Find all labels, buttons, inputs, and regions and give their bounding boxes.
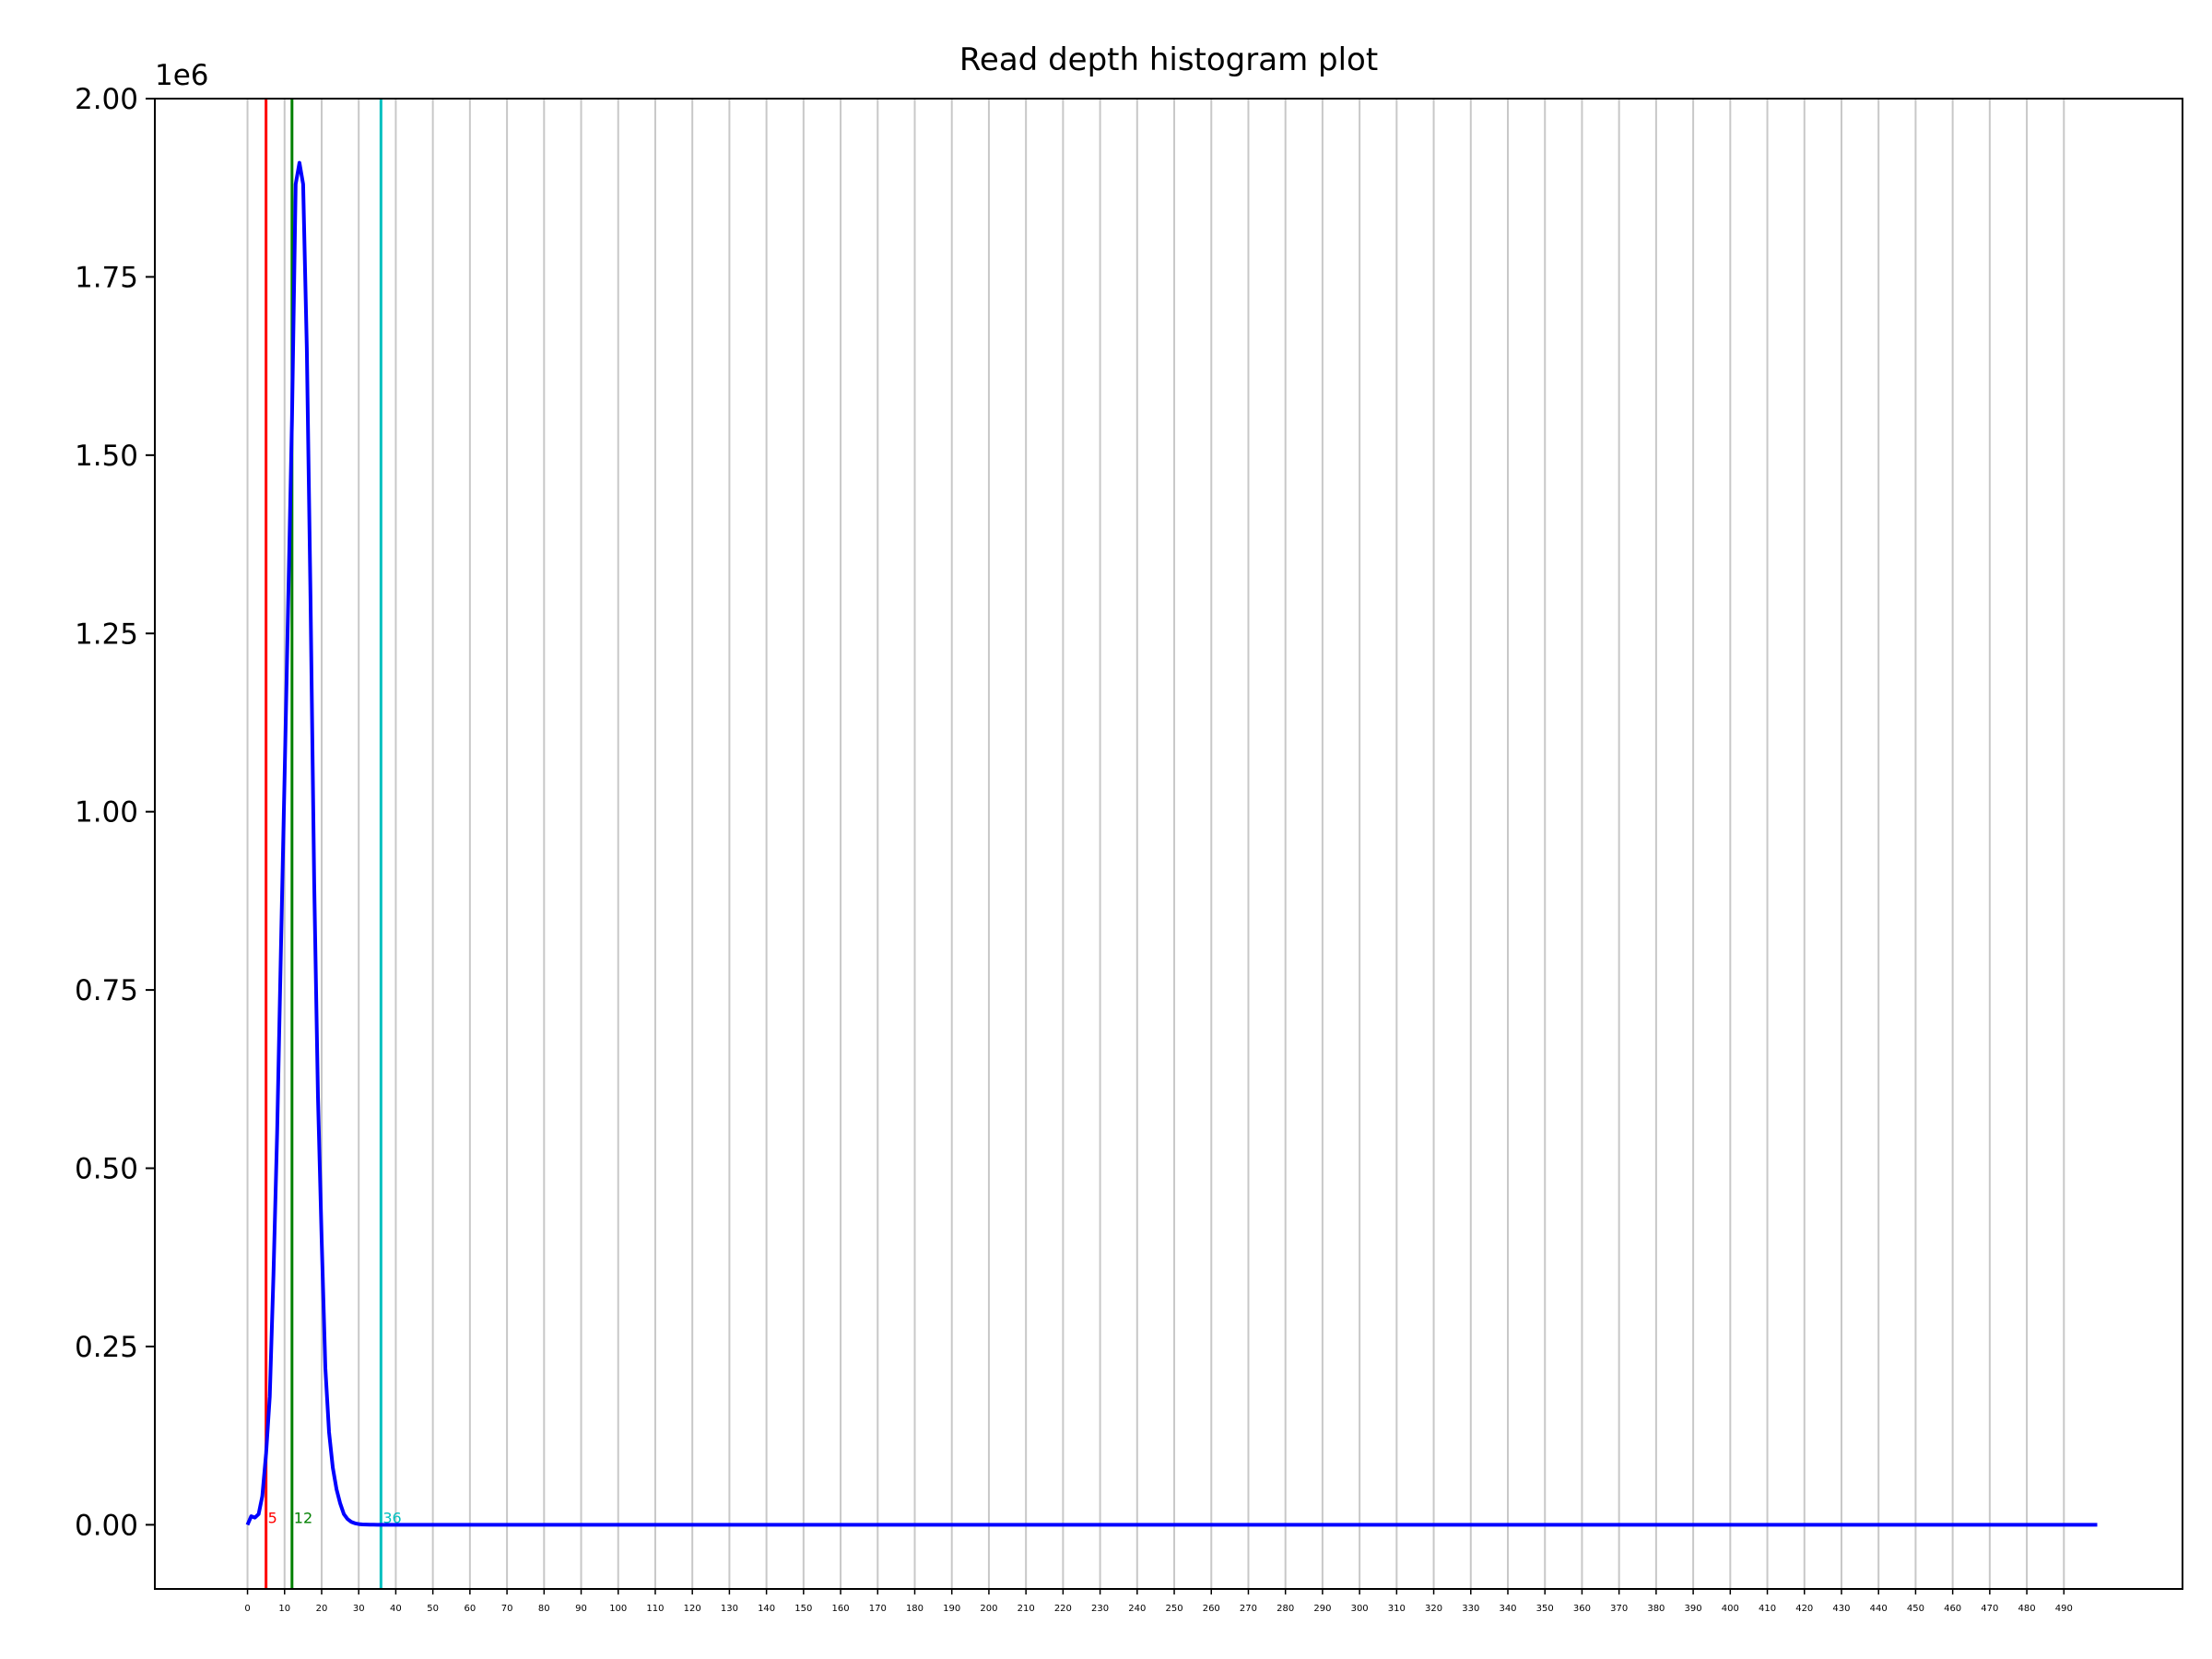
x-tick-label: 230 bbox=[1091, 1604, 1109, 1614]
x-tick-label: 310 bbox=[1388, 1604, 1406, 1614]
threshold-label: 36 bbox=[382, 1509, 401, 1526]
x-tick-label: 440 bbox=[1870, 1604, 1888, 1614]
x-tick-label: 60 bbox=[464, 1604, 476, 1614]
x-tick-label: 410 bbox=[1759, 1604, 1776, 1614]
x-tick-label: 190 bbox=[943, 1604, 960, 1614]
x-tick-label: 430 bbox=[1832, 1604, 1850, 1614]
x-tick-label: 20 bbox=[316, 1604, 328, 1614]
x-tick-label: 210 bbox=[1018, 1604, 1035, 1614]
x-tick-label: 420 bbox=[1795, 1604, 1813, 1614]
x-tick-label: 460 bbox=[1944, 1604, 1961, 1614]
plot-frame bbox=[154, 98, 2183, 1590]
x-tick-label: 280 bbox=[1277, 1604, 1294, 1614]
x-tick-label: 40 bbox=[390, 1604, 402, 1614]
x-tick-label: 0 bbox=[244, 1604, 250, 1614]
series-layer bbox=[245, 160, 2098, 1527]
x-tick-label: 490 bbox=[2055, 1604, 2073, 1614]
y-tick-label: 1.25 bbox=[75, 618, 138, 651]
x-tick-label: 10 bbox=[278, 1604, 290, 1614]
x-tick-label: 350 bbox=[1536, 1604, 1554, 1614]
x-tick-label: 250 bbox=[1165, 1604, 1182, 1614]
x-tick-label: 370 bbox=[1610, 1604, 1628, 1614]
y-offset-label: 1e6 bbox=[155, 59, 209, 92]
x-axis: 0 10 20 30 40 50 60 70 80 90 100 110 120 130 140 150 160… bbox=[244, 1589, 2073, 1614]
y-tick-label: 2.00 bbox=[75, 83, 138, 116]
x-tick-label: 340 bbox=[1499, 1604, 1516, 1614]
x-tick-label: 80 bbox=[538, 1604, 550, 1614]
x-tick-label: 480 bbox=[2018, 1604, 2036, 1614]
x-tick-label: 220 bbox=[1054, 1604, 1072, 1614]
x-tick-label: 140 bbox=[758, 1604, 775, 1614]
x-tick-label: 240 bbox=[1128, 1604, 1146, 1614]
x-tick-label: 390 bbox=[1685, 1604, 1702, 1614]
threshold-label: 12 bbox=[294, 1509, 312, 1526]
y-tick-label: 1.00 bbox=[75, 796, 138, 830]
x-tick-label: 450 bbox=[1907, 1604, 1924, 1614]
x-tick-label: 170 bbox=[869, 1604, 887, 1614]
x-tick-label: 110 bbox=[646, 1604, 664, 1614]
threshold-label: 5 bbox=[268, 1509, 277, 1526]
x-tick-label: 360 bbox=[1573, 1604, 1591, 1614]
x-tick-label: 380 bbox=[1647, 1604, 1665, 1614]
x-tick-label: 70 bbox=[501, 1604, 513, 1614]
y-axis: 0.00 0.25 0.50 0.75 1.00 1.25 1.50 1.75 2.00 bbox=[75, 83, 155, 1542]
x-tick-label: 100 bbox=[609, 1604, 627, 1614]
x-tick-label: 120 bbox=[684, 1604, 701, 1614]
x-tick-label: 330 bbox=[1462, 1604, 1479, 1614]
y-tick-label: 0.75 bbox=[75, 974, 138, 1007]
x-tick-label: 300 bbox=[1351, 1604, 1369, 1614]
y-tick-label: 0.25 bbox=[75, 1331, 138, 1364]
x-tick-label: 90 bbox=[575, 1604, 587, 1614]
chart-title: Read depth histogram plot bbox=[959, 41, 1378, 78]
y-tick-label: 1.50 bbox=[75, 440, 138, 473]
series-line bbox=[245, 160, 2098, 1527]
x-tick-label: 200 bbox=[980, 1604, 997, 1614]
x-tick-label: 180 bbox=[906, 1604, 924, 1614]
x-tick-label: 260 bbox=[1203, 1604, 1220, 1614]
y-tick-label: 0.50 bbox=[75, 1153, 138, 1186]
x-tick-label: 50 bbox=[427, 1604, 439, 1614]
x-tick-label: 30 bbox=[353, 1604, 365, 1614]
x-tick-label: 320 bbox=[1425, 1604, 1442, 1614]
grid-layer bbox=[246, 99, 2065, 1589]
x-tick-label: 400 bbox=[1722, 1604, 1739, 1614]
x-tick-label: 160 bbox=[832, 1604, 850, 1614]
x-tick-label: 290 bbox=[1313, 1604, 1331, 1614]
x-tick-label: 130 bbox=[721, 1604, 738, 1614]
x-tick-label: 270 bbox=[1240, 1604, 1257, 1614]
x-tick-label: 150 bbox=[794, 1604, 812, 1614]
y-tick-label: 0.00 bbox=[75, 1509, 138, 1542]
y-tick-label: 1.75 bbox=[75, 261, 138, 294]
x-tick-label: 470 bbox=[1981, 1604, 1998, 1614]
